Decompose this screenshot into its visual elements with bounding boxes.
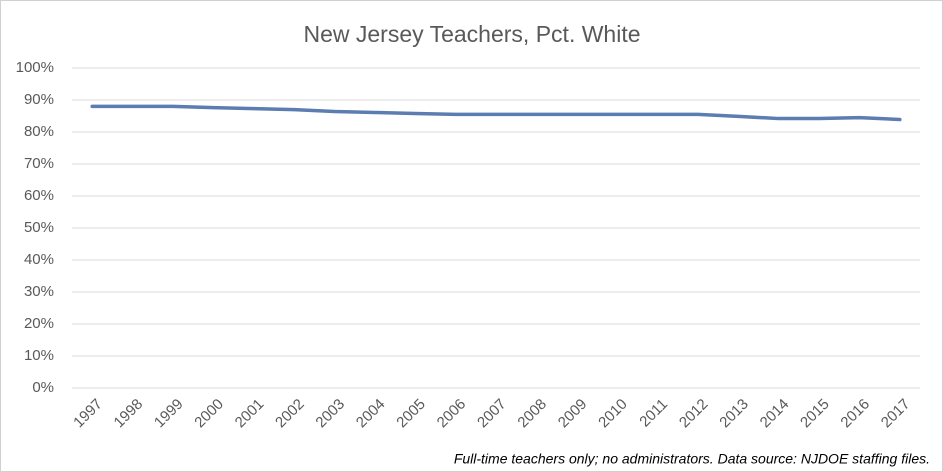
y-tick-label: 40% <box>24 251 54 268</box>
y-tick-label: 20% <box>24 315 54 332</box>
y-tick-label: 60% <box>24 187 54 204</box>
y-tick-label: 50% <box>24 219 54 236</box>
y-tick-label: 0% <box>32 379 54 396</box>
chart-title: New Jersey Teachers, Pct. White <box>303 21 640 47</box>
series-line <box>90 104 902 122</box>
y-tick-label: 100% <box>16 59 54 76</box>
y-tick-label: 70% <box>24 155 54 172</box>
y-tick-label: 90% <box>24 91 54 108</box>
y-tick-label: 10% <box>24 347 54 364</box>
y-tick-label: 30% <box>24 283 54 300</box>
y-tick-label: 80% <box>24 123 54 140</box>
annotation: Full-time teachers only; no administrato… <box>454 451 930 467</box>
